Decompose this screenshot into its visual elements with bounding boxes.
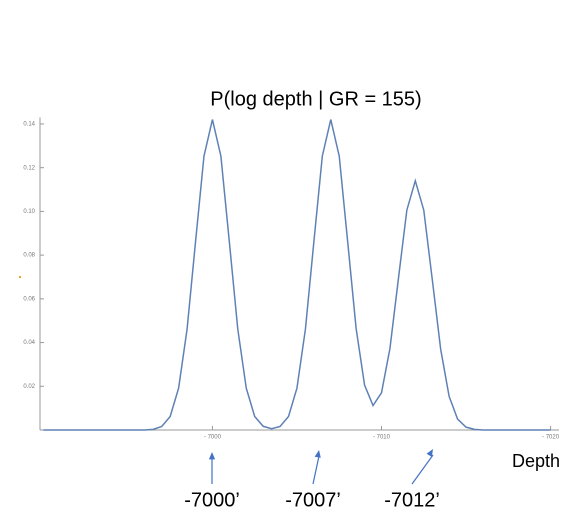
y-tick-label: 0.14	[23, 122, 35, 128]
marker-dot	[19, 276, 21, 278]
annotation: -7000’	[184, 489, 240, 511]
annotation-arrow	[411, 454, 434, 485]
y-tick-label: 0.12	[23, 165, 35, 171]
x-tick-label: - 7020	[542, 435, 560, 441]
x-axis-label: Depth	[512, 451, 560, 471]
density-line	[43, 119, 551, 431]
annotation-arrow	[312, 455, 320, 485]
x-tick-label: - 7000	[204, 435, 222, 441]
y-tick-label: 0.06	[23, 296, 35, 302]
arrow-head	[208, 452, 216, 460]
y-tick-label: 0.02	[23, 384, 35, 390]
x-tick-label: - 7010	[373, 435, 391, 441]
annotation: -7007’	[285, 489, 341, 511]
arrow-head	[426, 449, 433, 457]
arrow-head	[314, 450, 321, 458]
annotation: -7012’	[384, 489, 440, 511]
y-tick-label: 0.04	[23, 340, 35, 346]
y-tick-label: 0.10	[23, 209, 35, 215]
y-tick-label: 0.08	[23, 253, 35, 259]
chart-title: P(log depth | GR = 155)	[210, 88, 421, 110]
